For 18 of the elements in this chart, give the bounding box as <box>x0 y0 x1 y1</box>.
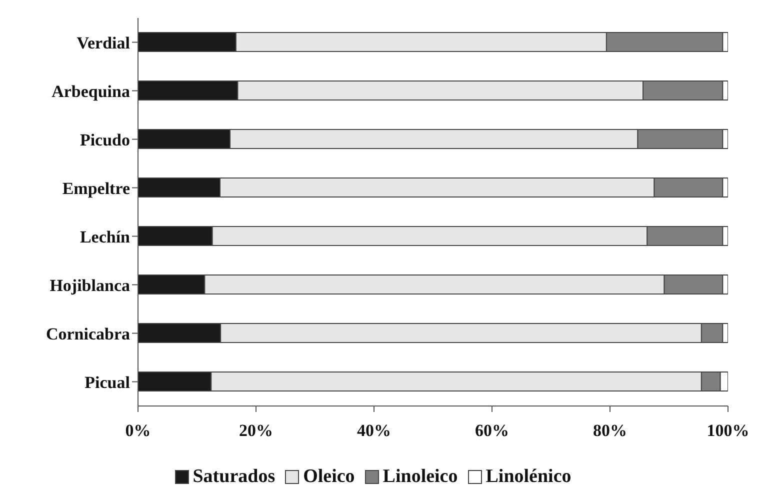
y-tick-label: Cornicabra <box>46 324 130 344</box>
y-tick-label: Hojiblanca <box>50 276 130 295</box>
legend-label: Linolénico <box>486 466 572 488</box>
y-tick-label: Empeltre <box>62 178 130 198</box>
x-tick-label: 80% <box>593 421 627 440</box>
x-tick-label: 20% <box>239 421 273 440</box>
y-tick-label: Picual <box>84 372 130 392</box>
legend-label: Saturados <box>192 466 276 488</box>
legend-label: Linoleico <box>382 466 458 488</box>
x-tick-label: 0% <box>125 421 151 440</box>
x-tick-label: 40% <box>357 421 391 440</box>
legend-label: Oleico <box>303 466 355 488</box>
y-tick-label: Verdial <box>76 33 130 52</box>
y-tick-label: Lechín <box>80 227 131 246</box>
x-tick-label: 100% <box>706 421 750 440</box>
x-tick-label: 60% <box>475 421 509 440</box>
y-tick-label: Arbequina <box>52 82 130 101</box>
y-tick-label: Picudo <box>80 130 130 150</box>
